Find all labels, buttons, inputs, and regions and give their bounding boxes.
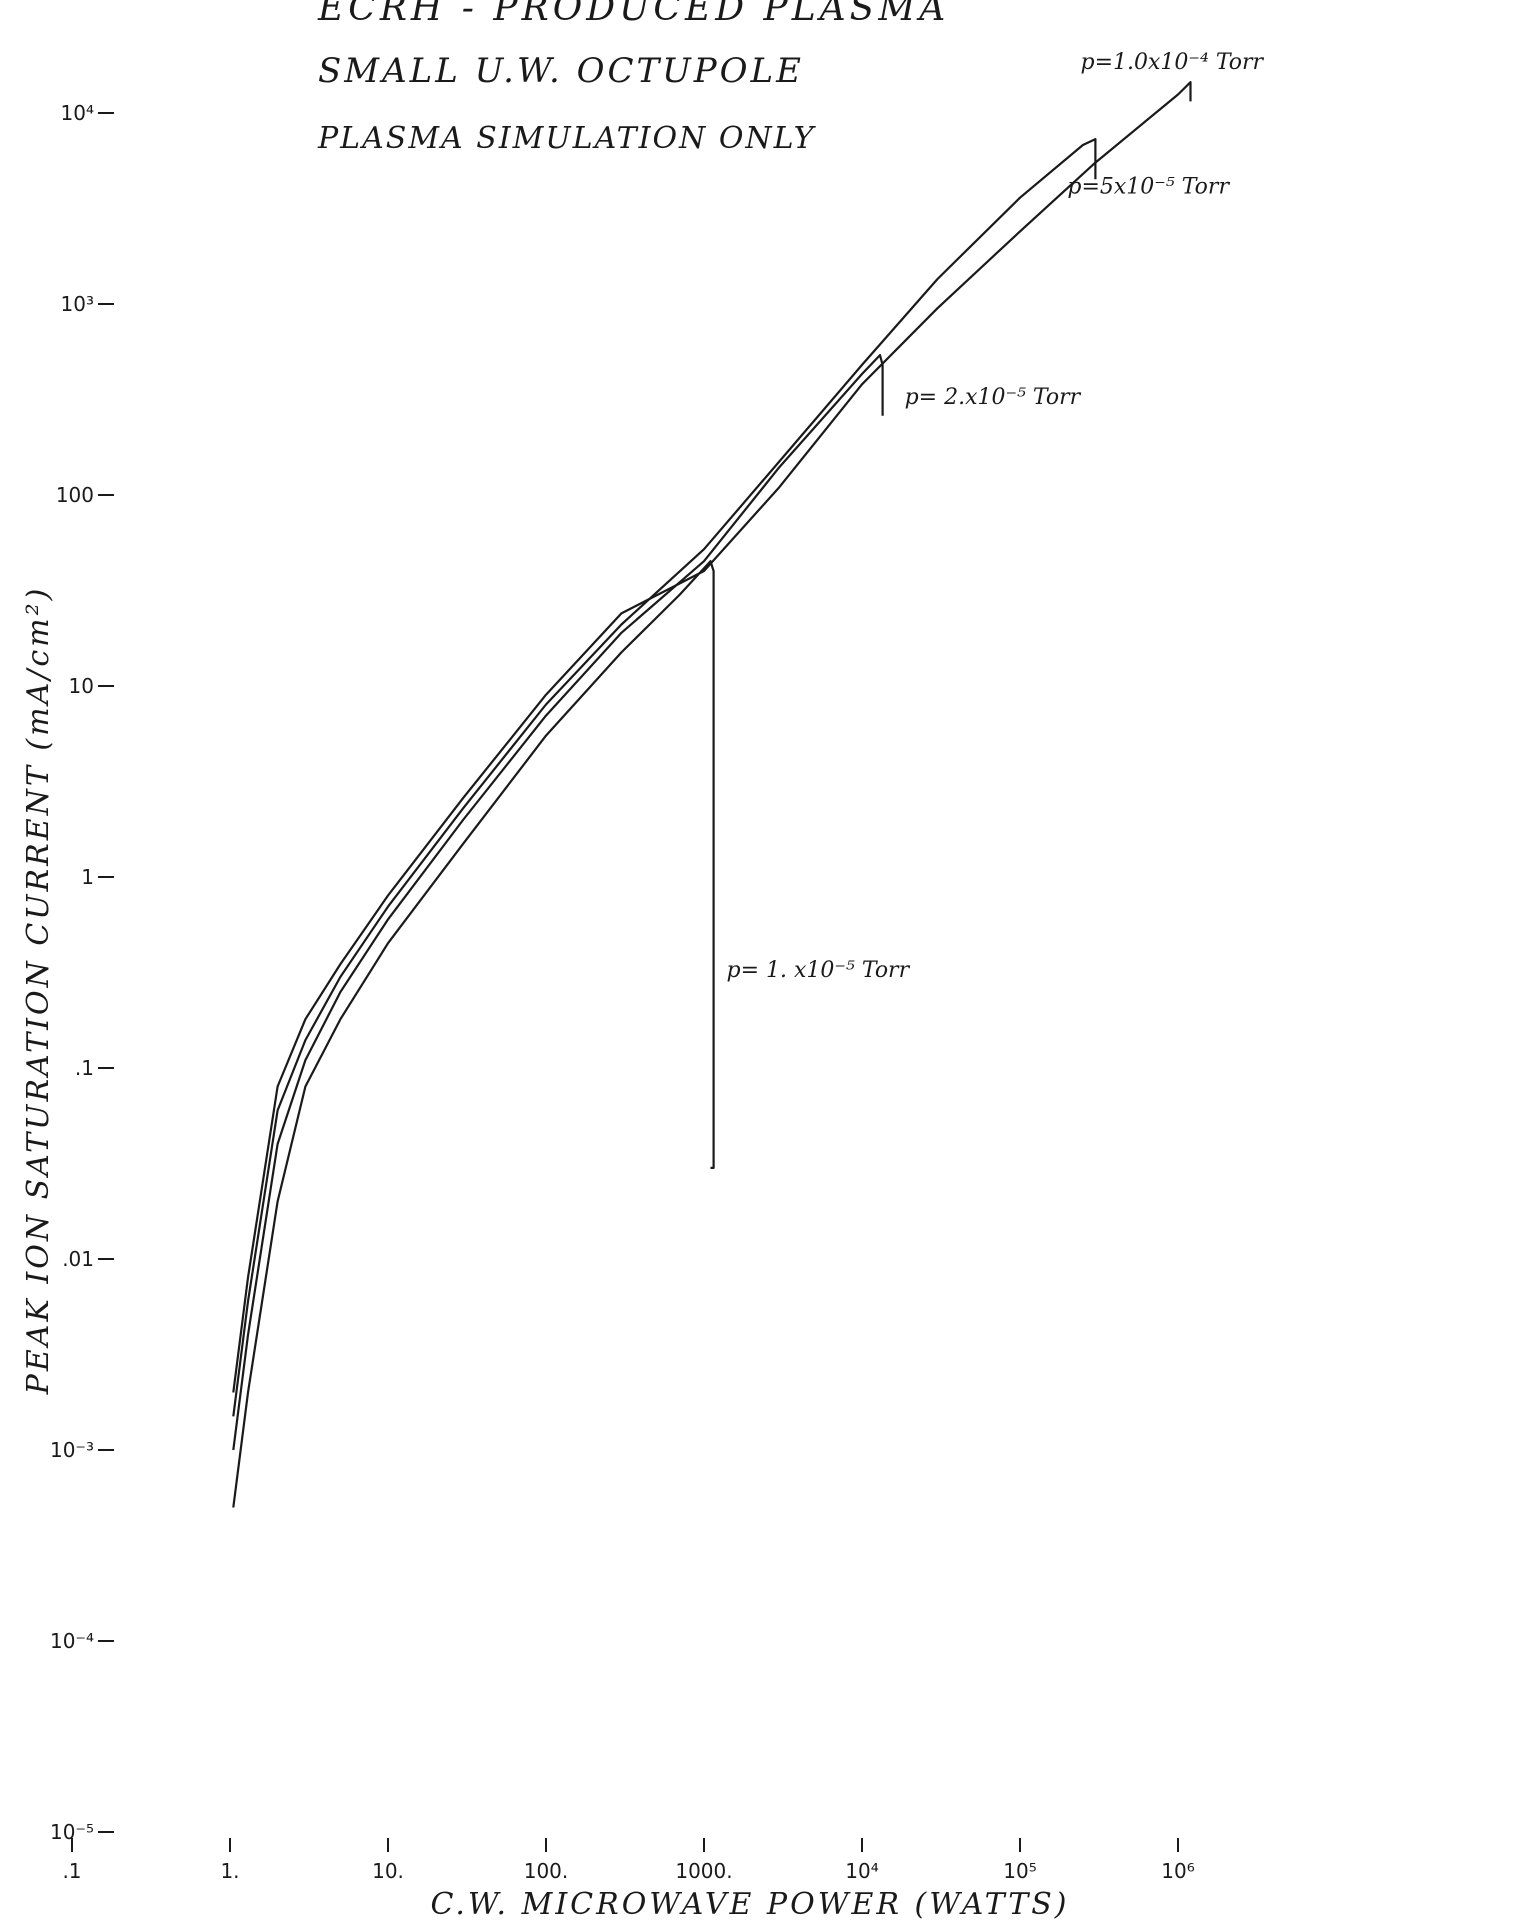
x-tick-label: 10. — [372, 1859, 404, 1883]
series-line-2 — [232, 354, 884, 1451]
series-label-1: p= 1. x10⁻⁵ Torr — [727, 958, 911, 983]
y-tick-label: .1 — [75, 1056, 94, 1080]
y-tick-label: 10⁴ — [61, 101, 94, 125]
y-tick-label: 10³ — [61, 292, 94, 316]
y-tick-label: 10⁻³ — [50, 1438, 94, 1462]
y-tick-label: 10⁻⁴ — [50, 1629, 94, 1653]
x-tick-label: 100. — [524, 1859, 569, 1883]
x-tick-label: 1000. — [675, 1859, 732, 1883]
x-tick-label: 10⁶ — [1161, 1859, 1194, 1883]
y-tick-label: 1 — [81, 865, 94, 889]
x-axis-label: C.W. MICROWAVE POWER (WATTS) — [431, 1887, 1070, 1922]
title-line-2: SMALL U.W. OCTUPOLE — [318, 51, 804, 91]
data-curves — [232, 81, 1192, 1508]
title-line-1: ECRH - PRODUCED PLASMA — [317, 0, 949, 29]
series-line-3 — [232, 138, 1097, 1417]
series-label-3: p=5x10⁻⁵ Torr — [1067, 174, 1230, 199]
y-axis-label: PEAK ION SATURATION CURRENT (mA/cm²) — [21, 586, 56, 1396]
series-line-1 — [232, 560, 715, 1508]
x-tick-label: 10⁴ — [845, 1859, 878, 1883]
series-line-4 — [232, 81, 1192, 1393]
x-axis-ticks: .1 1. 10. 100. 1000. 10⁴ 10⁵ 10⁶ — [62, 1838, 1195, 1883]
x-tick-label: .1 — [62, 1859, 81, 1883]
title-line-3: PLASMA SIMULATION ONLY — [317, 121, 817, 156]
y-tick-label: 10 — [69, 674, 94, 698]
y-tick-label: .01 — [62, 1247, 94, 1271]
series-label-4: p=1.0x10⁻⁴ Torr — [1081, 50, 1265, 75]
y-tick-label: 100 — [56, 483, 94, 507]
series-label-2: p= 2.x10⁻⁵ Torr — [905, 385, 1082, 410]
x-tick-label: 10⁵ — [1003, 1859, 1036, 1883]
series-labels: p= 1. x10⁻⁵ Torr p= 2.x10⁻⁵ Torr p=5x10⁻⁵ … — [727, 50, 1265, 983]
x-tick-label: 1. — [220, 1859, 239, 1883]
chart-title: ECRH - PRODUCED PLASMA SMALL U.W. OCTUPO… — [317, 0, 949, 156]
